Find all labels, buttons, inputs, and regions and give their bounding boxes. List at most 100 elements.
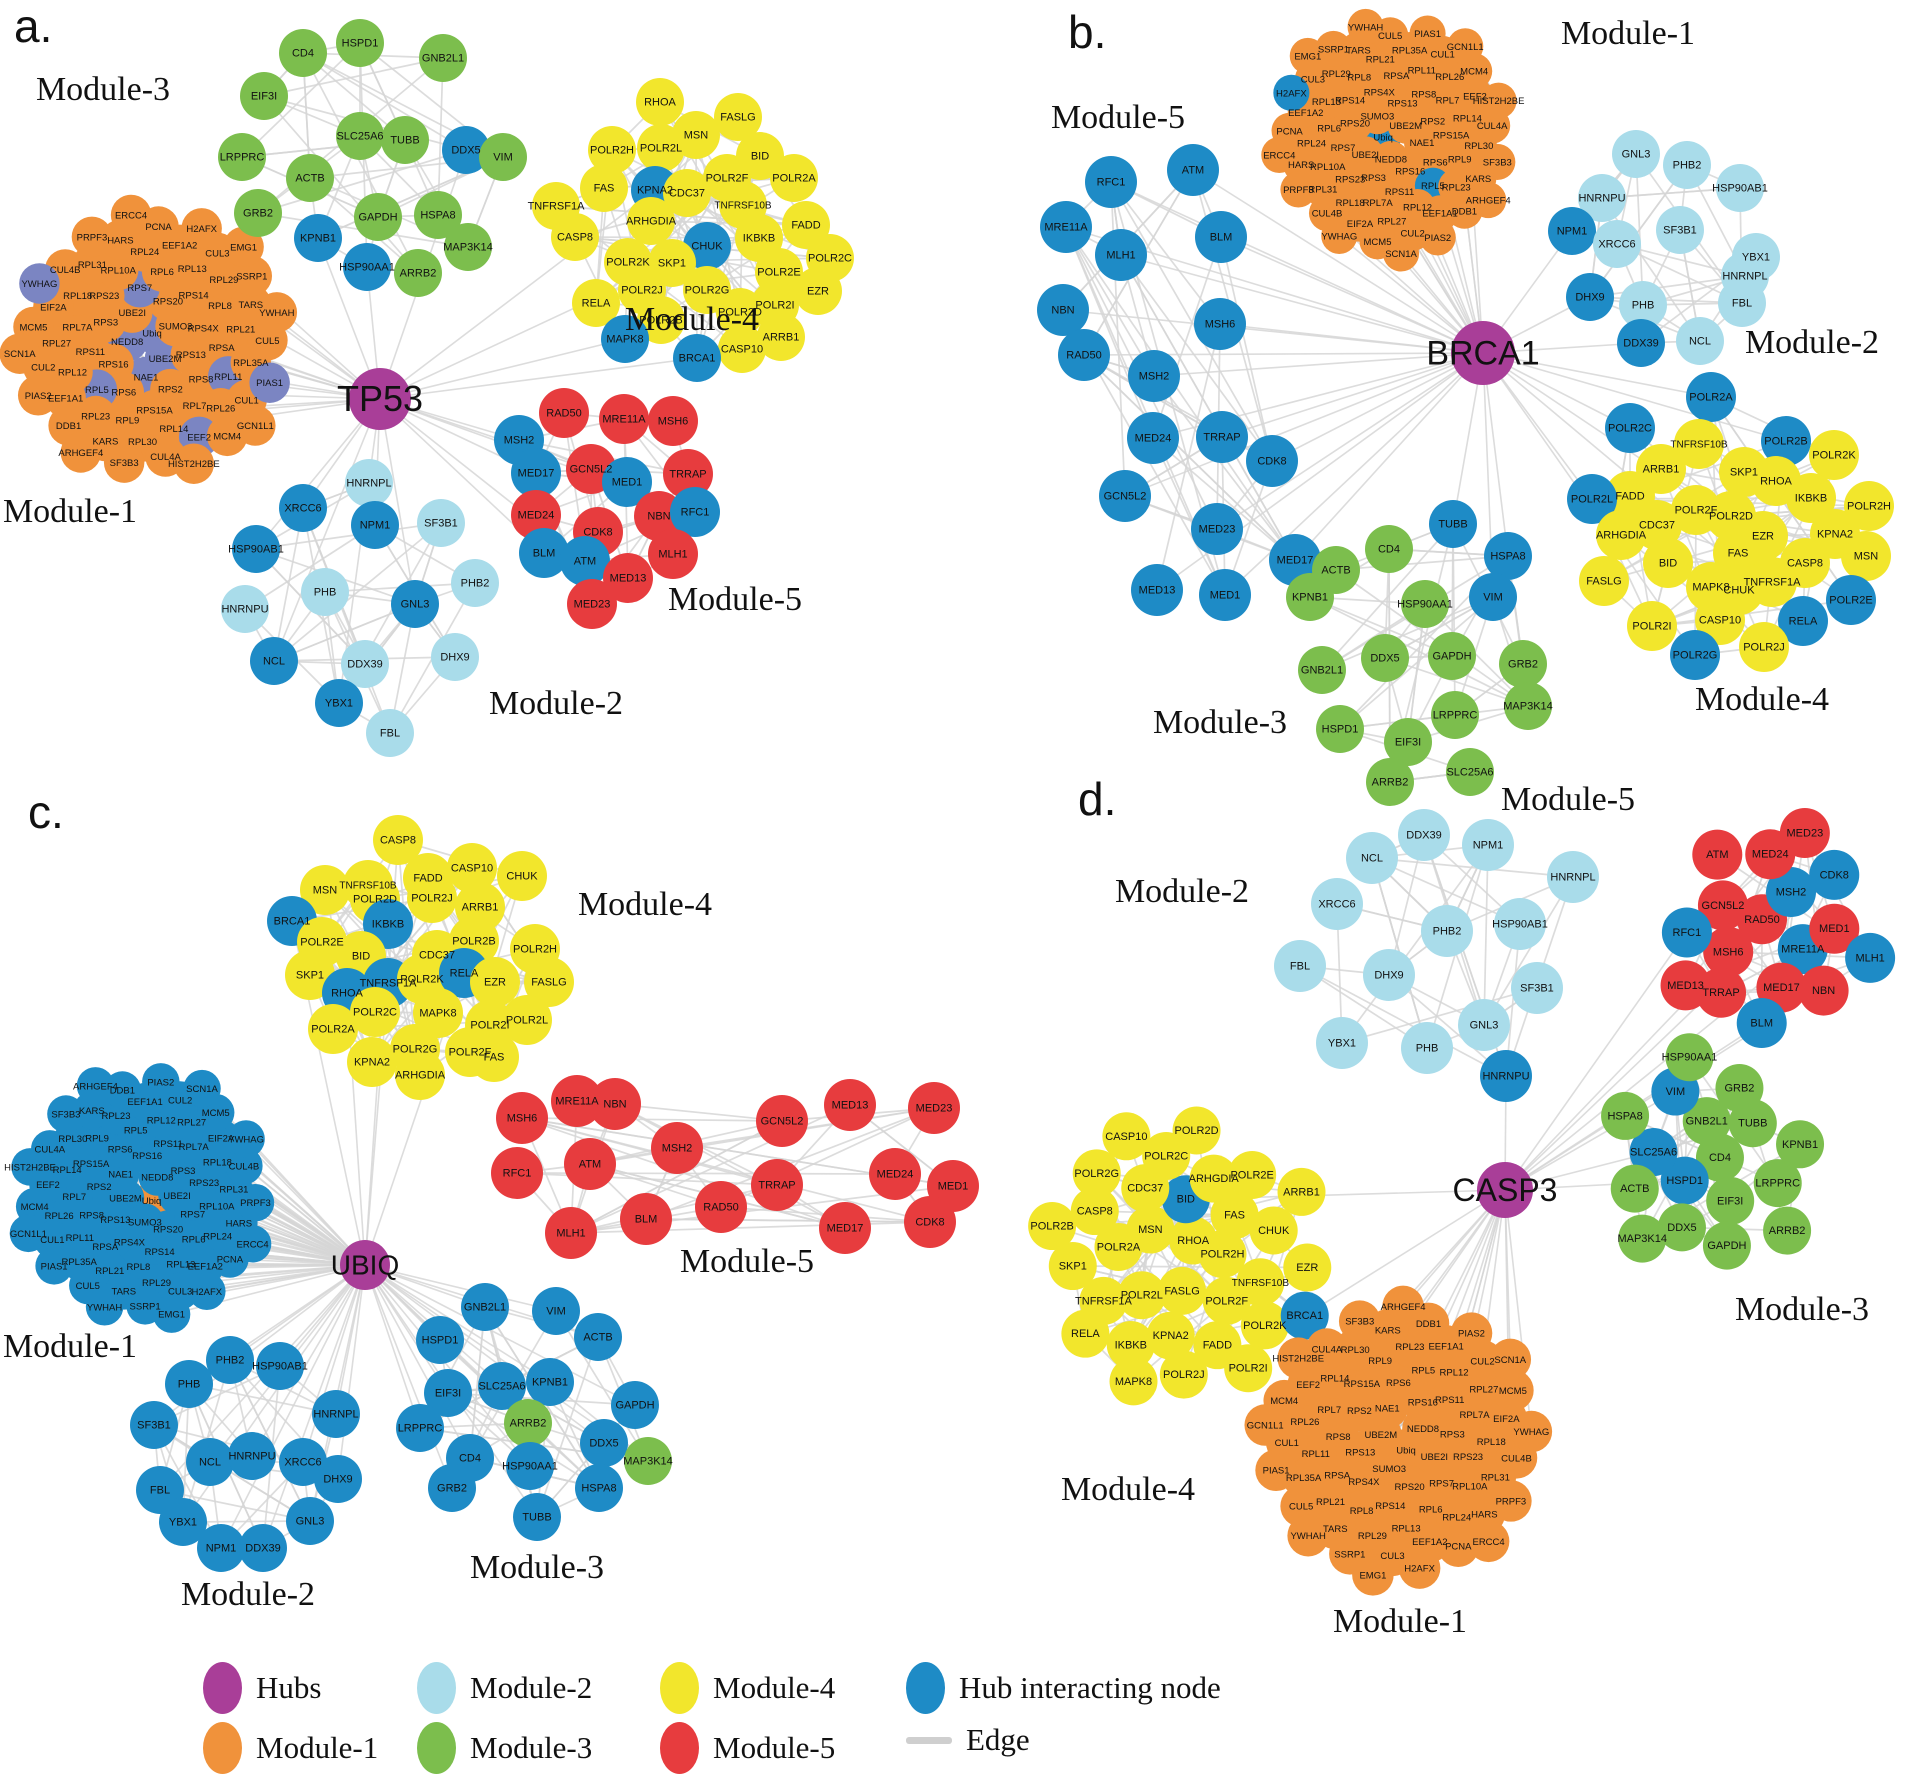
node-MSN[interactable] <box>300 865 350 915</box>
node-FBL[interactable] <box>366 709 414 757</box>
node-SCN1A[interactable] <box>1382 235 1420 272</box>
node-MED1[interactable] <box>1809 903 1860 954</box>
node-NBN[interactable] <box>1037 284 1089 336</box>
node-FASLG[interactable] <box>524 957 574 1007</box>
node-ARHGEF4[interactable] <box>1382 1285 1424 1328</box>
node-CHUK[interactable] <box>497 851 547 901</box>
node-CHUK[interactable] <box>1249 1206 1298 1255</box>
node-EIF3I[interactable] <box>1384 718 1432 766</box>
node-TUBB[interactable] <box>381 116 429 164</box>
node-MED23[interactable] <box>1191 503 1243 555</box>
node-HSPA8[interactable] <box>1484 532 1532 580</box>
node-SF3B3[interactable] <box>1479 143 1516 181</box>
node-H2AFX[interactable] <box>1398 1547 1441 1589</box>
node-MED17[interactable] <box>819 1202 871 1254</box>
node-GCN1L1[interactable] <box>1244 1404 1287 1446</box>
node-CASP10[interactable] <box>1695 595 1745 645</box>
node-ACTB[interactable] <box>574 1313 622 1361</box>
node-GCN5L2[interactable] <box>756 1095 808 1147</box>
node-PIAS1[interactable] <box>1255 1449 1297 1492</box>
node-PIAS2[interactable] <box>1419 219 1456 256</box>
node-YBX1[interactable] <box>1316 1017 1368 1069</box>
node-CUL4B[interactable] <box>225 1147 263 1185</box>
node-ARRB1[interactable] <box>757 313 805 361</box>
node-GCN5L2[interactable] <box>1697 880 1748 931</box>
node-YWHAG[interactable] <box>19 263 60 304</box>
node-PIAS1[interactable] <box>249 362 290 403</box>
node-PRPF3[interactable] <box>71 216 113 258</box>
node-MED1[interactable] <box>602 457 652 507</box>
node-MED1[interactable] <box>1199 569 1251 621</box>
node-SF3B3[interactable] <box>47 1095 85 1133</box>
node-SLC25A6[interactable] <box>336 112 384 160</box>
node-HNRNPU[interactable] <box>1480 1050 1532 1102</box>
node-ARHGEF4[interactable] <box>60 432 102 473</box>
node-GRB2[interactable] <box>428 1464 476 1512</box>
node-DDX5[interactable] <box>580 1419 628 1467</box>
node-XRCC6[interactable] <box>1593 220 1641 268</box>
node-MED24[interactable] <box>511 490 561 540</box>
node-ACTB[interactable] <box>1610 1164 1659 1213</box>
node-RFC1[interactable] <box>491 1147 543 1199</box>
node-LRPPRC[interactable] <box>396 1404 444 1452</box>
node-HNRNPL[interactable] <box>312 1390 360 1438</box>
node-KPNA2[interactable] <box>347 1037 397 1087</box>
node-ARHGDIA[interactable] <box>1596 510 1646 560</box>
node-MED13[interactable] <box>1131 564 1183 616</box>
node-ARHGDIA[interactable] <box>395 1050 445 1100</box>
node-IKBKB[interactable] <box>1786 473 1836 523</box>
node-POLR2G[interactable] <box>1670 630 1720 680</box>
node-GNL3[interactable] <box>391 580 439 628</box>
node-BLM[interactable] <box>620 1193 672 1245</box>
node-HIST2H2BE[interactable] <box>11 1148 49 1186</box>
node-POLR2E[interactable] <box>1826 575 1876 625</box>
node-FAS[interactable] <box>469 1032 519 1082</box>
node-HSPD1[interactable] <box>336 19 384 67</box>
node-CD4[interactable] <box>1365 525 1413 573</box>
node-KPNB1[interactable] <box>526 1358 574 1406</box>
node-MED13[interactable] <box>824 1079 876 1131</box>
node-BLM[interactable] <box>1736 998 1787 1049</box>
node-PIAS1[interactable] <box>35 1247 73 1285</box>
node-NBN[interactable] <box>1798 965 1849 1016</box>
node-YWHAG[interactable] <box>227 1120 265 1158</box>
node-POLR2H[interactable] <box>588 126 636 174</box>
node-PHB2[interactable] <box>206 1336 254 1384</box>
node-MAP3K14[interactable] <box>1618 1214 1667 1263</box>
node-SF3B3[interactable] <box>103 442 145 483</box>
node-NCL[interactable] <box>250 637 298 685</box>
node-BRCA1[interactable] <box>1280 1291 1329 1340</box>
node-CASP8[interactable] <box>373 815 423 865</box>
node-H2AFX[interactable] <box>188 1272 226 1311</box>
node-EIF3I[interactable] <box>1706 1176 1755 1225</box>
node-MLH1[interactable] <box>545 1207 597 1259</box>
node-DHX9[interactable] <box>314 1455 362 1503</box>
node-YBX1[interactable] <box>315 679 363 727</box>
node-TNFRSF10B[interactable] <box>1236 1258 1285 1307</box>
node-VIM[interactable] <box>532 1287 580 1335</box>
node-ATM[interactable] <box>564 1138 616 1190</box>
node-GRB2[interactable] <box>234 189 282 237</box>
node-FBL[interactable] <box>1274 940 1326 992</box>
node-FASLG[interactable] <box>1579 556 1629 606</box>
node-MSH6[interactable] <box>496 1092 548 1144</box>
node-YWHAH[interactable] <box>1347 8 1384 46</box>
node-RFC1[interactable] <box>1661 907 1712 958</box>
node-CD4[interactable] <box>1695 1133 1744 1182</box>
node-TUBB[interactable] <box>513 1493 561 1541</box>
node-ATM[interactable] <box>1692 829 1743 880</box>
node-ARRB1[interactable] <box>1277 1167 1326 1216</box>
node-EMG1[interactable] <box>223 226 264 268</box>
node-CASP10[interactable] <box>718 325 766 373</box>
node-ACTB[interactable] <box>286 154 334 202</box>
node-HSPA8[interactable] <box>575 1464 623 1512</box>
node-PHB2[interactable] <box>1421 905 1473 957</box>
node-NCL[interactable] <box>1676 317 1724 365</box>
node-H2AFX[interactable] <box>181 208 222 249</box>
node-DHX9[interactable] <box>1566 273 1614 321</box>
node-HNRNPU[interactable] <box>228 1432 276 1480</box>
node-MSH6[interactable] <box>1703 926 1754 977</box>
node-PHB[interactable] <box>301 568 349 616</box>
node-POLR2B[interactable] <box>1761 416 1811 466</box>
node-FBL[interactable] <box>1718 279 1766 327</box>
